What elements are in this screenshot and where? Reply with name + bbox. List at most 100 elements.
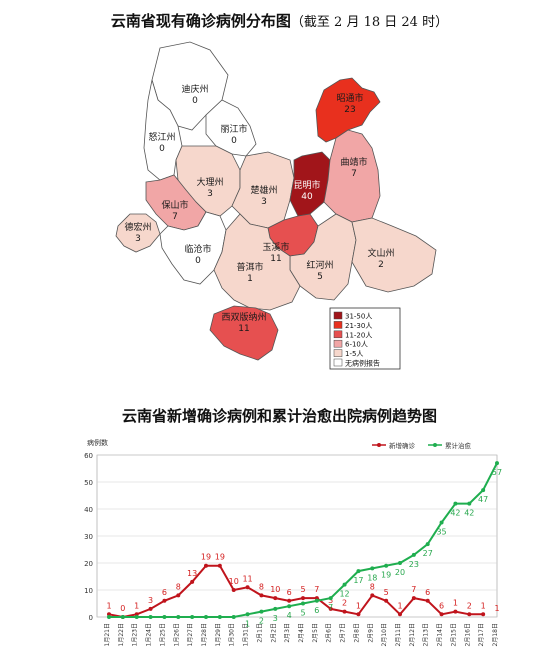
series-point [411, 552, 416, 557]
map-region-value: 23 [344, 105, 355, 115]
x-tick-label: 1月27日 [187, 623, 194, 646]
x-tick-label: 2月4日 [298, 623, 305, 643]
series-point [231, 588, 236, 592]
map-region-value: 1 [247, 274, 253, 284]
x-tick-label: 1月29日 [215, 623, 222, 646]
series-point [120, 615, 125, 619]
y-tick-label: 50 [84, 479, 93, 487]
y-tick-label: 60 [84, 452, 93, 460]
series-point [398, 612, 402, 617]
series-point [481, 488, 486, 493]
series-point [204, 615, 208, 619]
map-region-value: 0 [159, 144, 165, 154]
data-label: 12 [339, 590, 349, 599]
series-point [176, 593, 181, 598]
data-label: 6 [425, 588, 430, 597]
series-point [245, 585, 250, 590]
series-point [481, 612, 486, 617]
series-point [384, 598, 389, 603]
y-tick-label: 30 [84, 533, 93, 541]
series-point [231, 615, 236, 619]
x-tick-label: 1月24日 [146, 623, 153, 646]
series-point [301, 596, 305, 601]
series-point [259, 593, 264, 598]
data-label: 1 [494, 604, 499, 613]
legend-swatch [333, 349, 343, 357]
series-point [370, 593, 375, 598]
map-title-text: 云南省现有确诊病例分布图 [110, 12, 291, 30]
data-label: 0 [120, 604, 125, 613]
series-point [370, 566, 375, 571]
data-label: 18 [367, 573, 377, 582]
map-region-name: 昆明市 [293, 179, 320, 191]
x-tick-label: 1月23日 [132, 623, 139, 646]
data-label: 8 [370, 582, 375, 591]
data-label: 19 [201, 553, 211, 562]
series-point [356, 569, 361, 574]
map-region-value: 2 [378, 260, 384, 270]
data-label: 1 [356, 601, 361, 610]
legend-marker [433, 443, 437, 447]
y-axis-label: 病例数 [87, 438, 108, 447]
map-region-value: 5 [317, 272, 323, 282]
data-label: 3 [328, 596, 333, 605]
map-subtitle: （截至 2 月 18 日 24 时） [290, 15, 449, 30]
series-point [217, 563, 222, 568]
series-point [245, 612, 250, 617]
data-label: 2 [342, 599, 347, 608]
series-point [342, 582, 347, 587]
data-label: 7 [314, 585, 319, 594]
data-label: 42 [450, 509, 460, 518]
map-region-value: 40 [301, 192, 313, 202]
series-point [439, 520, 444, 525]
data-label: 23 [409, 560, 419, 569]
map-region-zhaotong [315, 77, 381, 143]
legend-label: 1-5人 [345, 350, 363, 358]
series-point [453, 609, 458, 614]
series-point [314, 598, 319, 603]
legend-swatch [333, 311, 343, 320]
map-region-name: 玉溪市 [262, 241, 289, 253]
series-point [495, 461, 499, 466]
series-point [398, 561, 402, 565]
x-tick-label: 2月1日 [256, 623, 263, 643]
legend-marker [377, 443, 381, 447]
data-label: 7 [328, 603, 333, 612]
series-point [204, 563, 208, 568]
map-region-name: 大理州 [196, 176, 223, 188]
legend-label: 6-10人 [345, 341, 368, 349]
series-point [162, 615, 167, 619]
map-region-name: 迪庆州 [181, 83, 208, 95]
data-label: 1 [134, 601, 139, 610]
map-region-name: 保山市 [161, 199, 188, 211]
map-region-name: 昭通市 [336, 92, 363, 104]
legend-label: 31-50人 [345, 313, 372, 321]
series-point [384, 563, 389, 568]
map-region-lijiang [205, 99, 257, 157]
y-tick-label: 10 [84, 587, 93, 595]
map-regions [115, 41, 437, 361]
map-region-name: 怒江州 [148, 131, 175, 143]
series-point [411, 596, 416, 601]
x-tick-label: 1月31日 [243, 623, 250, 646]
map-region-value: 7 [351, 169, 357, 179]
data-label: 6 [439, 601, 444, 610]
series-point [134, 615, 139, 619]
map-title: 云南省现有确诊病例分布图（截至 2 月 18 日 24 时） [0, 10, 559, 31]
data-label: 1 [481, 601, 486, 610]
data-label: 2 [259, 617, 264, 626]
map-region-value: 0 [231, 136, 237, 146]
data-label: 6 [162, 588, 167, 597]
trend-chart-title: 云南省新增确诊病例和累计治愈出院病例趋势图 [121, 407, 437, 425]
x-tick-label: 1月30日 [229, 623, 236, 646]
map-region-value: 0 [195, 256, 201, 266]
series-point [176, 615, 181, 619]
series-point [287, 604, 292, 609]
data-label: 17 [353, 576, 363, 585]
series-point [273, 596, 278, 601]
map-region-name: 丽江市 [220, 123, 247, 135]
series-point [425, 598, 430, 603]
